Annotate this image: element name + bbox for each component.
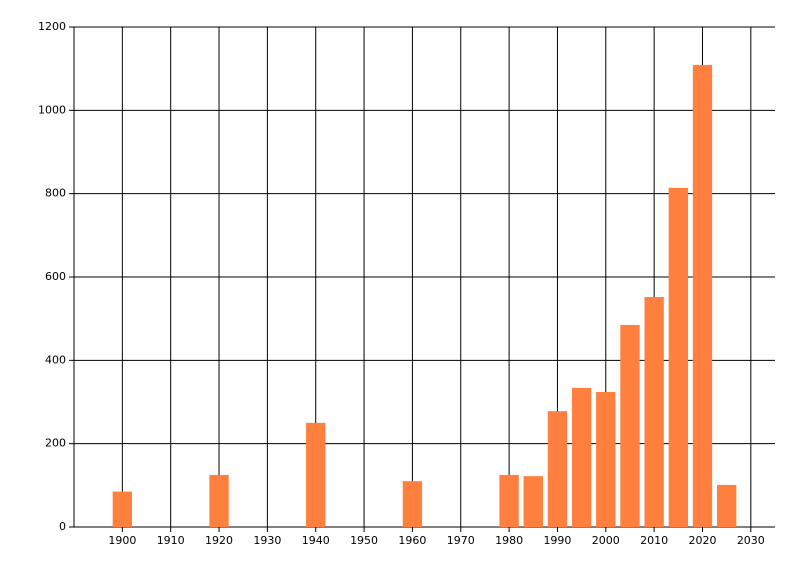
bar xyxy=(596,392,616,527)
y-tick-label: 200 xyxy=(45,437,66,450)
bar xyxy=(571,387,592,527)
y-tick-label: 1000 xyxy=(38,103,66,116)
bar xyxy=(547,411,568,527)
x-tick-label: 1930 xyxy=(253,534,281,547)
x-tick-label: 1920 xyxy=(205,534,233,547)
x-tick-label: 1960 xyxy=(398,534,426,547)
x-tick-label: 1970 xyxy=(447,534,475,547)
bar xyxy=(692,64,713,528)
bar xyxy=(523,476,543,527)
x-tick-label: 2010 xyxy=(640,534,668,547)
y-tick-label: 600 xyxy=(45,270,66,283)
y-tick-label: 800 xyxy=(45,187,66,200)
bar xyxy=(306,422,326,527)
bar xyxy=(209,474,229,527)
x-tick-label: 1980 xyxy=(495,534,523,547)
y-tick-label: 0 xyxy=(59,520,66,533)
bar xyxy=(620,324,640,527)
x-tick-label: 2020 xyxy=(688,534,716,547)
y-tick-label: 400 xyxy=(45,353,66,366)
x-tick-label: 1990 xyxy=(543,534,571,547)
y-tick-label: 1200 xyxy=(38,20,66,33)
bar xyxy=(499,474,519,527)
bar xyxy=(402,481,423,527)
bar xyxy=(112,491,133,527)
bar xyxy=(668,187,688,528)
x-tick-label: 1940 xyxy=(302,534,330,547)
x-tick-label: 1900 xyxy=(108,534,136,547)
x-tick-label: 1910 xyxy=(157,534,185,547)
bar xyxy=(716,484,737,527)
x-tick-label: 2000 xyxy=(592,534,620,547)
x-tick-label: 1950 xyxy=(350,534,378,547)
x-tick-label: 2030 xyxy=(737,534,765,547)
bar xyxy=(644,297,664,527)
